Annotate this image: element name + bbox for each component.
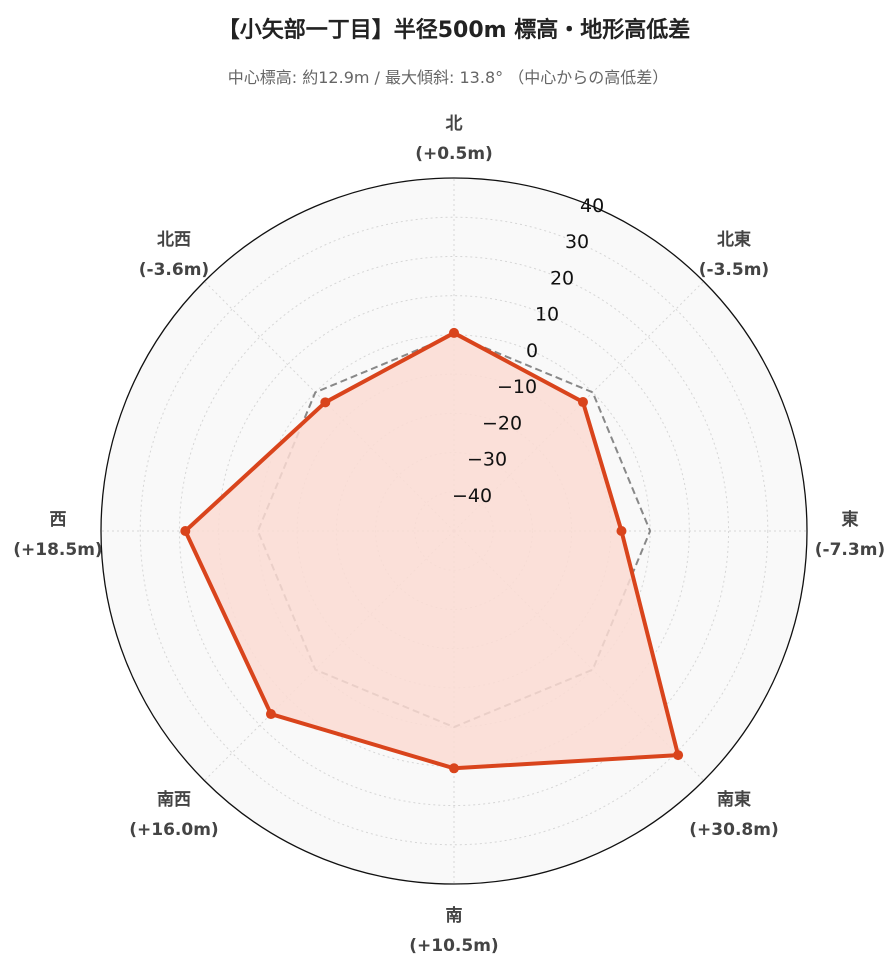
direction-value-label: (+0.5m) (415, 144, 493, 164)
r-tick-label: 40 (580, 195, 604, 217)
direction-label: 北 (446, 114, 463, 134)
direction-value-label: (+16.0m) (129, 820, 218, 840)
direction-label: 北西 (157, 230, 191, 250)
direction-value-label: (+10.5m) (409, 936, 498, 956)
r-tick-label: −40 (452, 485, 492, 507)
direction-value-label: (+30.8m) (689, 820, 778, 840)
chart-subtitle: 中心標高: 約12.9m / 最大傾斜: 13.8° （中心からの高低差） (228, 68, 668, 87)
data-point (449, 327, 459, 338)
r-tick-label: −20 (482, 412, 522, 434)
data-point (265, 709, 276, 720)
data-point (320, 397, 331, 408)
plot-area: −40 −30 −20 −10 0 10 20 30 40 北 (+0.5m) 北東 (-3.5m) 東 (… (13, 114, 885, 956)
data-point (673, 750, 684, 761)
data-point (449, 763, 459, 774)
direction-value-label: (-3.5m) (699, 260, 769, 280)
grid-ring (139, 216, 769, 846)
data-point (180, 526, 191, 536)
r-tick-label: 0 (526, 340, 538, 362)
direction-label: 南西 (157, 789, 191, 810)
chart-title: 【小矢部一丁目】半径500m 標高・地形高低差 (218, 17, 691, 43)
series-area (185, 332, 679, 769)
plot-outer-circle (100, 177, 808, 885)
r-tick-label: 30 (565, 231, 589, 253)
grid-ring (178, 255, 730, 807)
direction-value-label: (-3.6m) (139, 260, 209, 280)
r-tick-label: −10 (497, 376, 537, 398)
r-tick-label: 20 (550, 267, 574, 289)
direction-label: 北東 (717, 229, 751, 250)
direction-label: 西 (50, 510, 67, 530)
r-tick-label: 10 (535, 304, 559, 326)
r-tick-label: −30 (467, 449, 507, 471)
data-point (577, 397, 588, 408)
direction-label: 南 (446, 905, 463, 926)
data-point (616, 526, 627, 536)
direction-label: 東 (842, 509, 859, 530)
direction-value-label: (-7.3m) (815, 540, 885, 560)
direction-label: 南東 (717, 789, 751, 810)
direction-value-label: (+18.5m) (13, 540, 102, 560)
